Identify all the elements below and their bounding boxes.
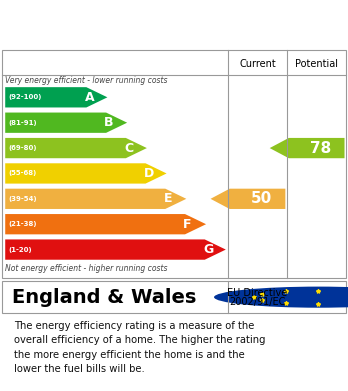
Polygon shape	[5, 163, 167, 184]
Text: Very energy efficient - lower running costs: Very energy efficient - lower running co…	[5, 75, 168, 84]
Text: Potential: Potential	[295, 59, 338, 69]
Text: Not energy efficient - higher running costs: Not energy efficient - higher running co…	[5, 264, 168, 273]
Text: G: G	[203, 243, 213, 256]
Text: C: C	[124, 142, 133, 154]
Text: (55-68): (55-68)	[8, 170, 36, 176]
Circle shape	[214, 287, 348, 308]
Text: F: F	[183, 218, 192, 231]
Text: 78: 78	[309, 141, 331, 156]
Text: 2002/91/EC: 2002/91/EC	[229, 298, 286, 307]
Text: 50: 50	[250, 191, 272, 206]
Text: D: D	[144, 167, 154, 180]
Text: (21-38): (21-38)	[8, 221, 37, 227]
Polygon shape	[5, 214, 206, 234]
Polygon shape	[5, 239, 226, 260]
Text: B: B	[104, 116, 114, 129]
Text: (92-100): (92-100)	[8, 94, 41, 100]
Text: Current: Current	[239, 59, 276, 69]
Text: The energy efficiency rating is a measure of the
overall efficiency of a home. T: The energy efficiency rating is a measur…	[14, 321, 266, 374]
Polygon shape	[211, 189, 285, 209]
Polygon shape	[5, 113, 127, 133]
Polygon shape	[5, 138, 147, 158]
Text: A: A	[85, 91, 94, 104]
Text: (81-91): (81-91)	[8, 120, 37, 126]
Text: (69-80): (69-80)	[8, 145, 37, 151]
Text: Energy Efficiency Rating: Energy Efficiency Rating	[60, 15, 288, 34]
Polygon shape	[270, 138, 345, 158]
Text: (1-20): (1-20)	[8, 247, 32, 253]
Text: EU Directive: EU Directive	[227, 288, 288, 298]
Text: (39-54): (39-54)	[8, 196, 37, 202]
Text: E: E	[164, 192, 172, 205]
Polygon shape	[5, 189, 186, 209]
Polygon shape	[5, 87, 108, 108]
Text: England & Wales: England & Wales	[12, 288, 197, 307]
